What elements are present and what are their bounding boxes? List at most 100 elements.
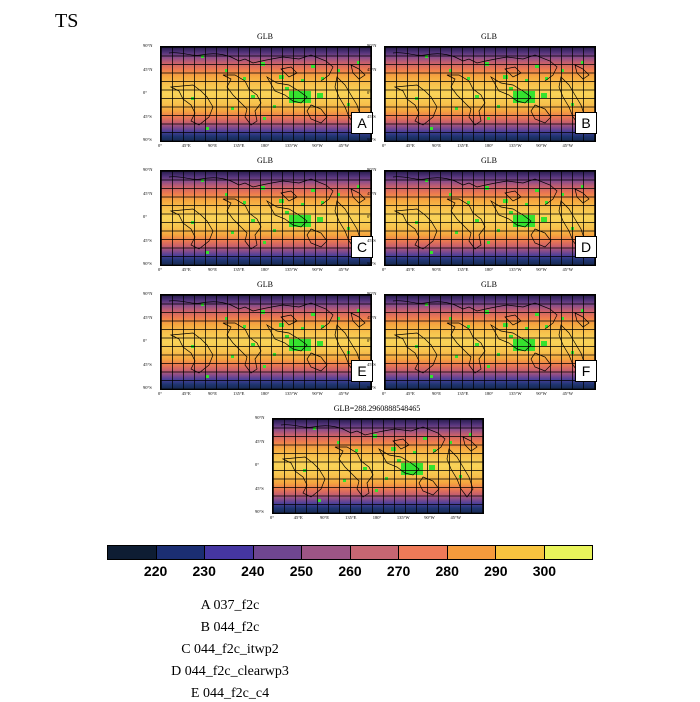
panel-letter: B [575, 112, 597, 134]
longitude-label: 90°E [207, 267, 218, 272]
longitude-label: 90°E [319, 515, 330, 520]
longitude-label: 180° [372, 515, 382, 520]
longitude-label: 0° [381, 267, 387, 272]
longitude-label: 90°W [312, 391, 323, 396]
panel-letter: A [351, 112, 373, 134]
longitude-label: 45°W [450, 515, 462, 520]
latitude-label: 90°S [143, 385, 152, 390]
panel-letter: E [351, 360, 373, 382]
longitude-label: 45°E [181, 391, 191, 396]
coastline [168, 300, 366, 374]
map-grid [385, 171, 595, 265]
longitude-label: 135°W [508, 391, 522, 396]
latitude-label: 45°N [255, 438, 265, 444]
colorbar-segment [399, 546, 448, 559]
latitude-label: 90°S [143, 261, 152, 266]
map-grid [161, 295, 371, 389]
latitude-label: 45°N [143, 190, 153, 196]
longitude-label: 45°W [338, 143, 350, 148]
map-grid [385, 47, 595, 141]
map-grid [385, 295, 595, 389]
longitude-label: 135°E [233, 267, 245, 272]
latitude-label: 90°S [367, 261, 376, 266]
latitude-label: 0° [143, 214, 148, 219]
panel-title: GLB [257, 280, 273, 289]
longitude-label: 0° [157, 143, 163, 148]
latitude-label: 45°S [367, 113, 376, 119]
map-grid [161, 171, 371, 265]
latitude-label: 45°N [367, 190, 377, 196]
longitude-label: 90°W [536, 267, 547, 272]
latitude-label: 0° [367, 338, 372, 343]
longitude-label: 135°W [508, 267, 522, 272]
longitude-label: 180° [484, 267, 494, 272]
legend-entry: C 044_f2c_itwp2 [181, 642, 279, 657]
latitude-label: 90°N [367, 43, 377, 48]
longitude-label: 45°E [181, 267, 191, 272]
colorbar-tick-label: 280 [435, 563, 459, 579]
longitude-label: 90°W [312, 143, 323, 148]
longitude-label: 0° [381, 143, 387, 148]
longitude-label: 90°E [207, 143, 218, 148]
longitude-label: 90°W [424, 515, 435, 520]
longitude-label: 45°E [181, 143, 191, 148]
longitude-label: 135°E [233, 391, 245, 396]
latitude-label: 45°S [143, 237, 152, 243]
latitude-label: 90°N [367, 167, 377, 172]
coastline [280, 424, 478, 498]
latitude-label: 90°S [143, 137, 152, 142]
coastline [392, 176, 590, 250]
colorbar-tick-label: 290 [484, 563, 508, 579]
latitude-label: 45°N [143, 66, 153, 72]
longitude-label: 90°E [431, 267, 442, 272]
longitude-label: 180° [484, 143, 494, 148]
longitude-label: 135°W [284, 391, 298, 396]
latitude-label: 45°S [143, 113, 152, 119]
longitude-label: 45°W [562, 391, 574, 396]
temperature-map [160, 170, 372, 266]
longitude-label: 0° [269, 515, 275, 520]
panel-title: GLB [481, 156, 497, 165]
latitude-label: 90°N [255, 415, 265, 420]
colorbar-segment [253, 546, 302, 559]
longitude-label: 45°E [405, 143, 415, 148]
colorbar [107, 545, 593, 560]
colorbar-segment [205, 546, 254, 559]
temperature-map [384, 170, 596, 266]
longitude-label: 135°W [284, 267, 298, 272]
longitude-label: 90°E [431, 143, 442, 148]
longitude-label: 0° [381, 391, 387, 396]
page-title: TS [55, 10, 79, 32]
panel-title: GLB [481, 32, 497, 41]
temperature-map [384, 294, 596, 390]
latitude-label: 0° [143, 90, 148, 95]
colorbar-tick-label: 260 [338, 563, 362, 579]
longitude-label: 0° [157, 391, 163, 396]
colorbar-segment [350, 546, 399, 559]
coastline [168, 176, 366, 250]
longitude-label: 45°W [562, 143, 574, 148]
longitude-label: 135°E [345, 515, 357, 520]
longitude-label: 45°E [405, 267, 415, 272]
longitude-label: 45°W [338, 391, 350, 396]
latitude-label: 90°S [255, 509, 264, 514]
longitude-label: 135°W [508, 143, 522, 148]
longitude-label: 135°E [457, 143, 469, 148]
colorbar-tick-label: 250 [289, 563, 314, 579]
colorbar-tick-label: 220 [143, 563, 168, 579]
colorbar-tick-label: 230 [192, 563, 216, 579]
panel-title: GLB [257, 156, 273, 165]
latitude-label: 45°S [367, 237, 376, 243]
longitude-label: 45°E [293, 515, 303, 520]
latitude-label: 45°N [143, 314, 153, 320]
map-grid [273, 419, 483, 513]
longitude-label: 135°E [457, 391, 469, 396]
latitude-label: 0° [255, 462, 260, 467]
latitude-label: 45°N [367, 66, 377, 72]
colorbar-tick-label: 300 [532, 563, 557, 579]
longitude-label: 45°W [562, 267, 574, 272]
latitude-label: 45°S [367, 361, 376, 367]
colorbar-tick-label: 240 [241, 563, 265, 579]
colorbar-segment [302, 546, 351, 559]
panel-letter: F [575, 360, 597, 382]
